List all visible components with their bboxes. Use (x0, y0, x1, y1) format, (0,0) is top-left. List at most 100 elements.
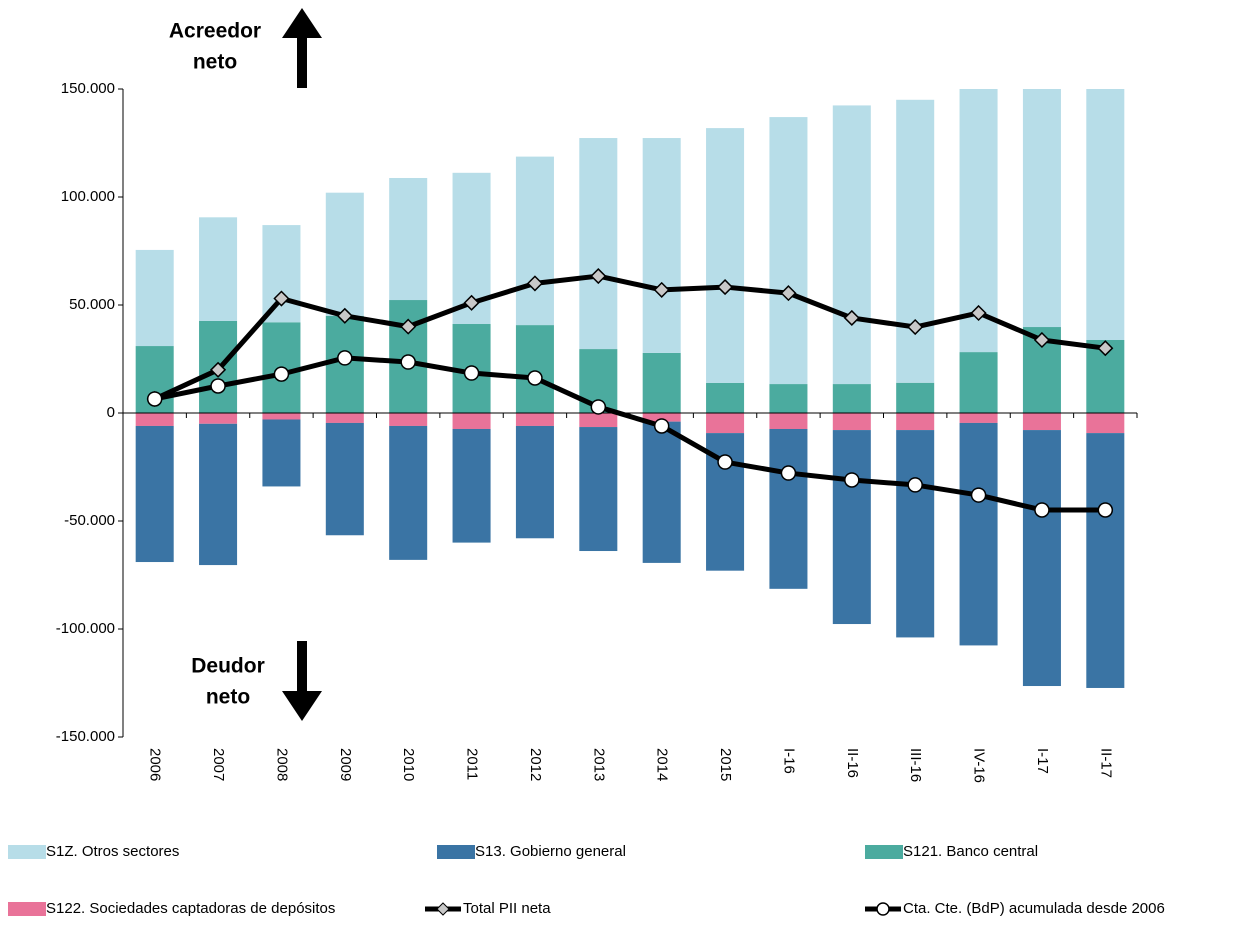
marker (717, 279, 734, 296)
bar (896, 413, 935, 431)
line (153, 273, 1106, 402)
marker (717, 454, 733, 470)
marker (590, 267, 607, 285)
bar (896, 99, 935, 383)
bar (706, 382, 745, 413)
bar (389, 425, 428, 560)
legend-swatch (8, 845, 46, 859)
marker (210, 361, 227, 378)
bar (959, 352, 998, 413)
marker (273, 366, 290, 382)
bar (1022, 89, 1061, 328)
y-tick-label: -100.000 (56, 620, 115, 637)
marker (1033, 331, 1050, 349)
bar (389, 177, 428, 301)
bar (642, 352, 681, 413)
x-tick-label: 2010 (400, 748, 417, 781)
bar (579, 427, 618, 552)
marker (844, 472, 860, 488)
arrow-up (282, 8, 322, 88)
bar (262, 419, 301, 487)
marker (273, 290, 290, 307)
bar (389, 413, 428, 426)
bar (642, 413, 681, 422)
bar (706, 128, 745, 383)
bar (1086, 413, 1125, 434)
bars (135, 89, 1125, 688)
bar (642, 138, 681, 353)
bar (769, 413, 808, 429)
y-tick-label: -50.000 (64, 512, 115, 529)
bar (199, 423, 238, 566)
bar (1086, 89, 1125, 340)
bar (959, 413, 998, 423)
bar (832, 430, 871, 625)
bar (325, 413, 364, 423)
arrow-down (282, 641, 322, 721)
marker (1097, 502, 1114, 518)
legend-label: Cta. Cte. (BdP) acumulada desde 2006 (903, 900, 1165, 917)
bar (579, 138, 618, 350)
marker (590, 399, 607, 415)
marker (653, 281, 670, 298)
legend-swatch (865, 845, 903, 859)
bar (199, 217, 238, 321)
annotation: neto (206, 686, 250, 709)
legend-swatch (8, 902, 46, 916)
marker (463, 365, 480, 381)
legend-label: Total PII neta (463, 900, 551, 917)
marker (400, 354, 416, 370)
legend-label: S122. Sociedades captadoras de depósitos (46, 900, 335, 917)
bar (262, 413, 301, 420)
y-tick-label: 100.000 (61, 188, 115, 205)
bar (135, 413, 174, 426)
x-tick-label: IV-16 (971, 748, 988, 783)
annotation: Deudor (191, 655, 265, 678)
legend-swatch (437, 845, 475, 859)
y-tick-label: 50.000 (69, 296, 115, 313)
bar (832, 105, 871, 385)
x-tick-label: I-17 (1034, 748, 1051, 774)
marker (337, 350, 353, 366)
marker (1034, 502, 1050, 518)
annotation: Acreedor (169, 20, 261, 43)
bar (896, 382, 935, 413)
bar (706, 413, 745, 434)
bar (832, 413, 871, 431)
x-tick-label: II-16 (844, 748, 861, 778)
bar (452, 413, 491, 429)
y-tick-label: 150.000 (61, 80, 115, 97)
legend-label: S1Z. Otros sectores (46, 843, 179, 860)
bar (959, 422, 998, 646)
bar (325, 422, 364, 536)
bar (769, 428, 808, 589)
bar (135, 249, 174, 347)
line (154, 355, 1106, 513)
bar (515, 156, 554, 326)
marker (843, 309, 860, 327)
bar (769, 384, 808, 413)
marker (527, 370, 543, 386)
marker (780, 285, 797, 302)
marker (210, 378, 226, 394)
y-tick-label: 0 (107, 404, 115, 421)
legend-label: S13. Gobierno general (475, 843, 626, 860)
bar (452, 428, 491, 543)
bar (579, 413, 618, 428)
marker (653, 418, 670, 434)
bar (262, 225, 301, 323)
x-tick-label: 2007 (210, 748, 227, 781)
bar (832, 384, 871, 413)
x-tick-label: 2008 (273, 748, 290, 781)
bar (325, 192, 364, 316)
bar (515, 425, 554, 539)
bar (515, 413, 554, 426)
x-tick-label: 2011 (464, 748, 481, 780)
x-tick-label: III-16 (907, 748, 924, 782)
x-tick-label: I-16 (780, 748, 797, 774)
y-tick-label: -150.000 (56, 728, 115, 745)
legend-label: S121. Banco central (903, 843, 1038, 860)
bar (199, 413, 238, 424)
marker (526, 275, 543, 292)
